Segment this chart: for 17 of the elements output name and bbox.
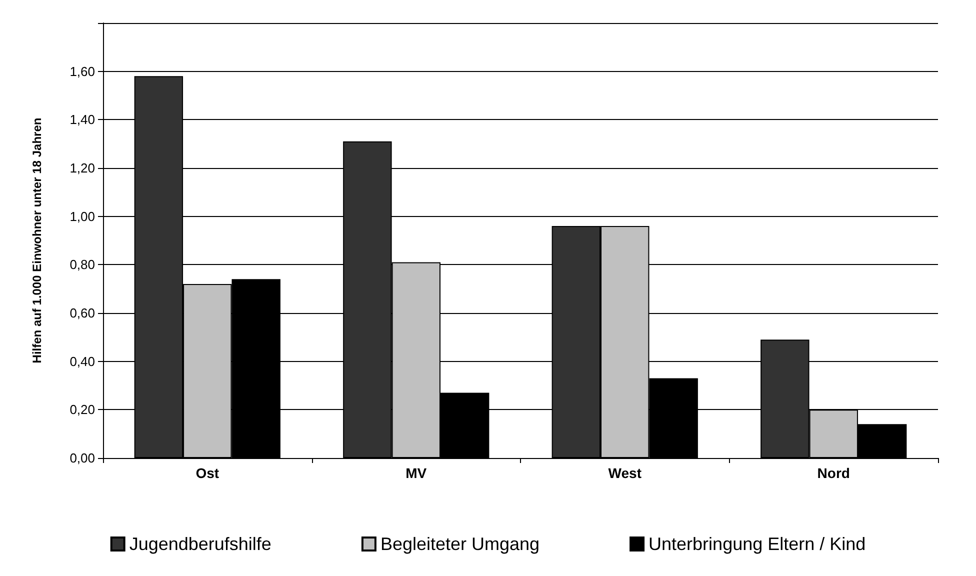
y-tick-label: 1,40: [70, 112, 95, 128]
y-tick-label: 1,60: [70, 64, 95, 79]
x-tick-label: MV: [406, 465, 428, 481]
x-tick-label: Nord: [817, 465, 850, 481]
y-tick-label: 0,80: [70, 257, 95, 272]
y-tick-label: 1,20: [70, 160, 95, 176]
legend-label: Jugendberufshilfe: [129, 534, 272, 554]
legend-label: Unterbringung Eltern / Kind: [648, 534, 866, 554]
x-tick-label: West: [608, 465, 642, 481]
legend-label: Begleiteter Umgang: [380, 534, 540, 554]
y-tick-label: 0,00: [70, 450, 95, 466]
y-tick-label: 0,20: [70, 402, 95, 418]
y-axis-title: Hilfen auf 1.000 Einwohner unter 18 Jahren: [30, 118, 44, 364]
y-tick-label: 1,00: [70, 208, 95, 224]
y-tick-label: 0,40: [70, 354, 95, 369]
x-tick-label: Ost: [196, 465, 220, 481]
y-tick-label: 0,60: [70, 306, 95, 320]
